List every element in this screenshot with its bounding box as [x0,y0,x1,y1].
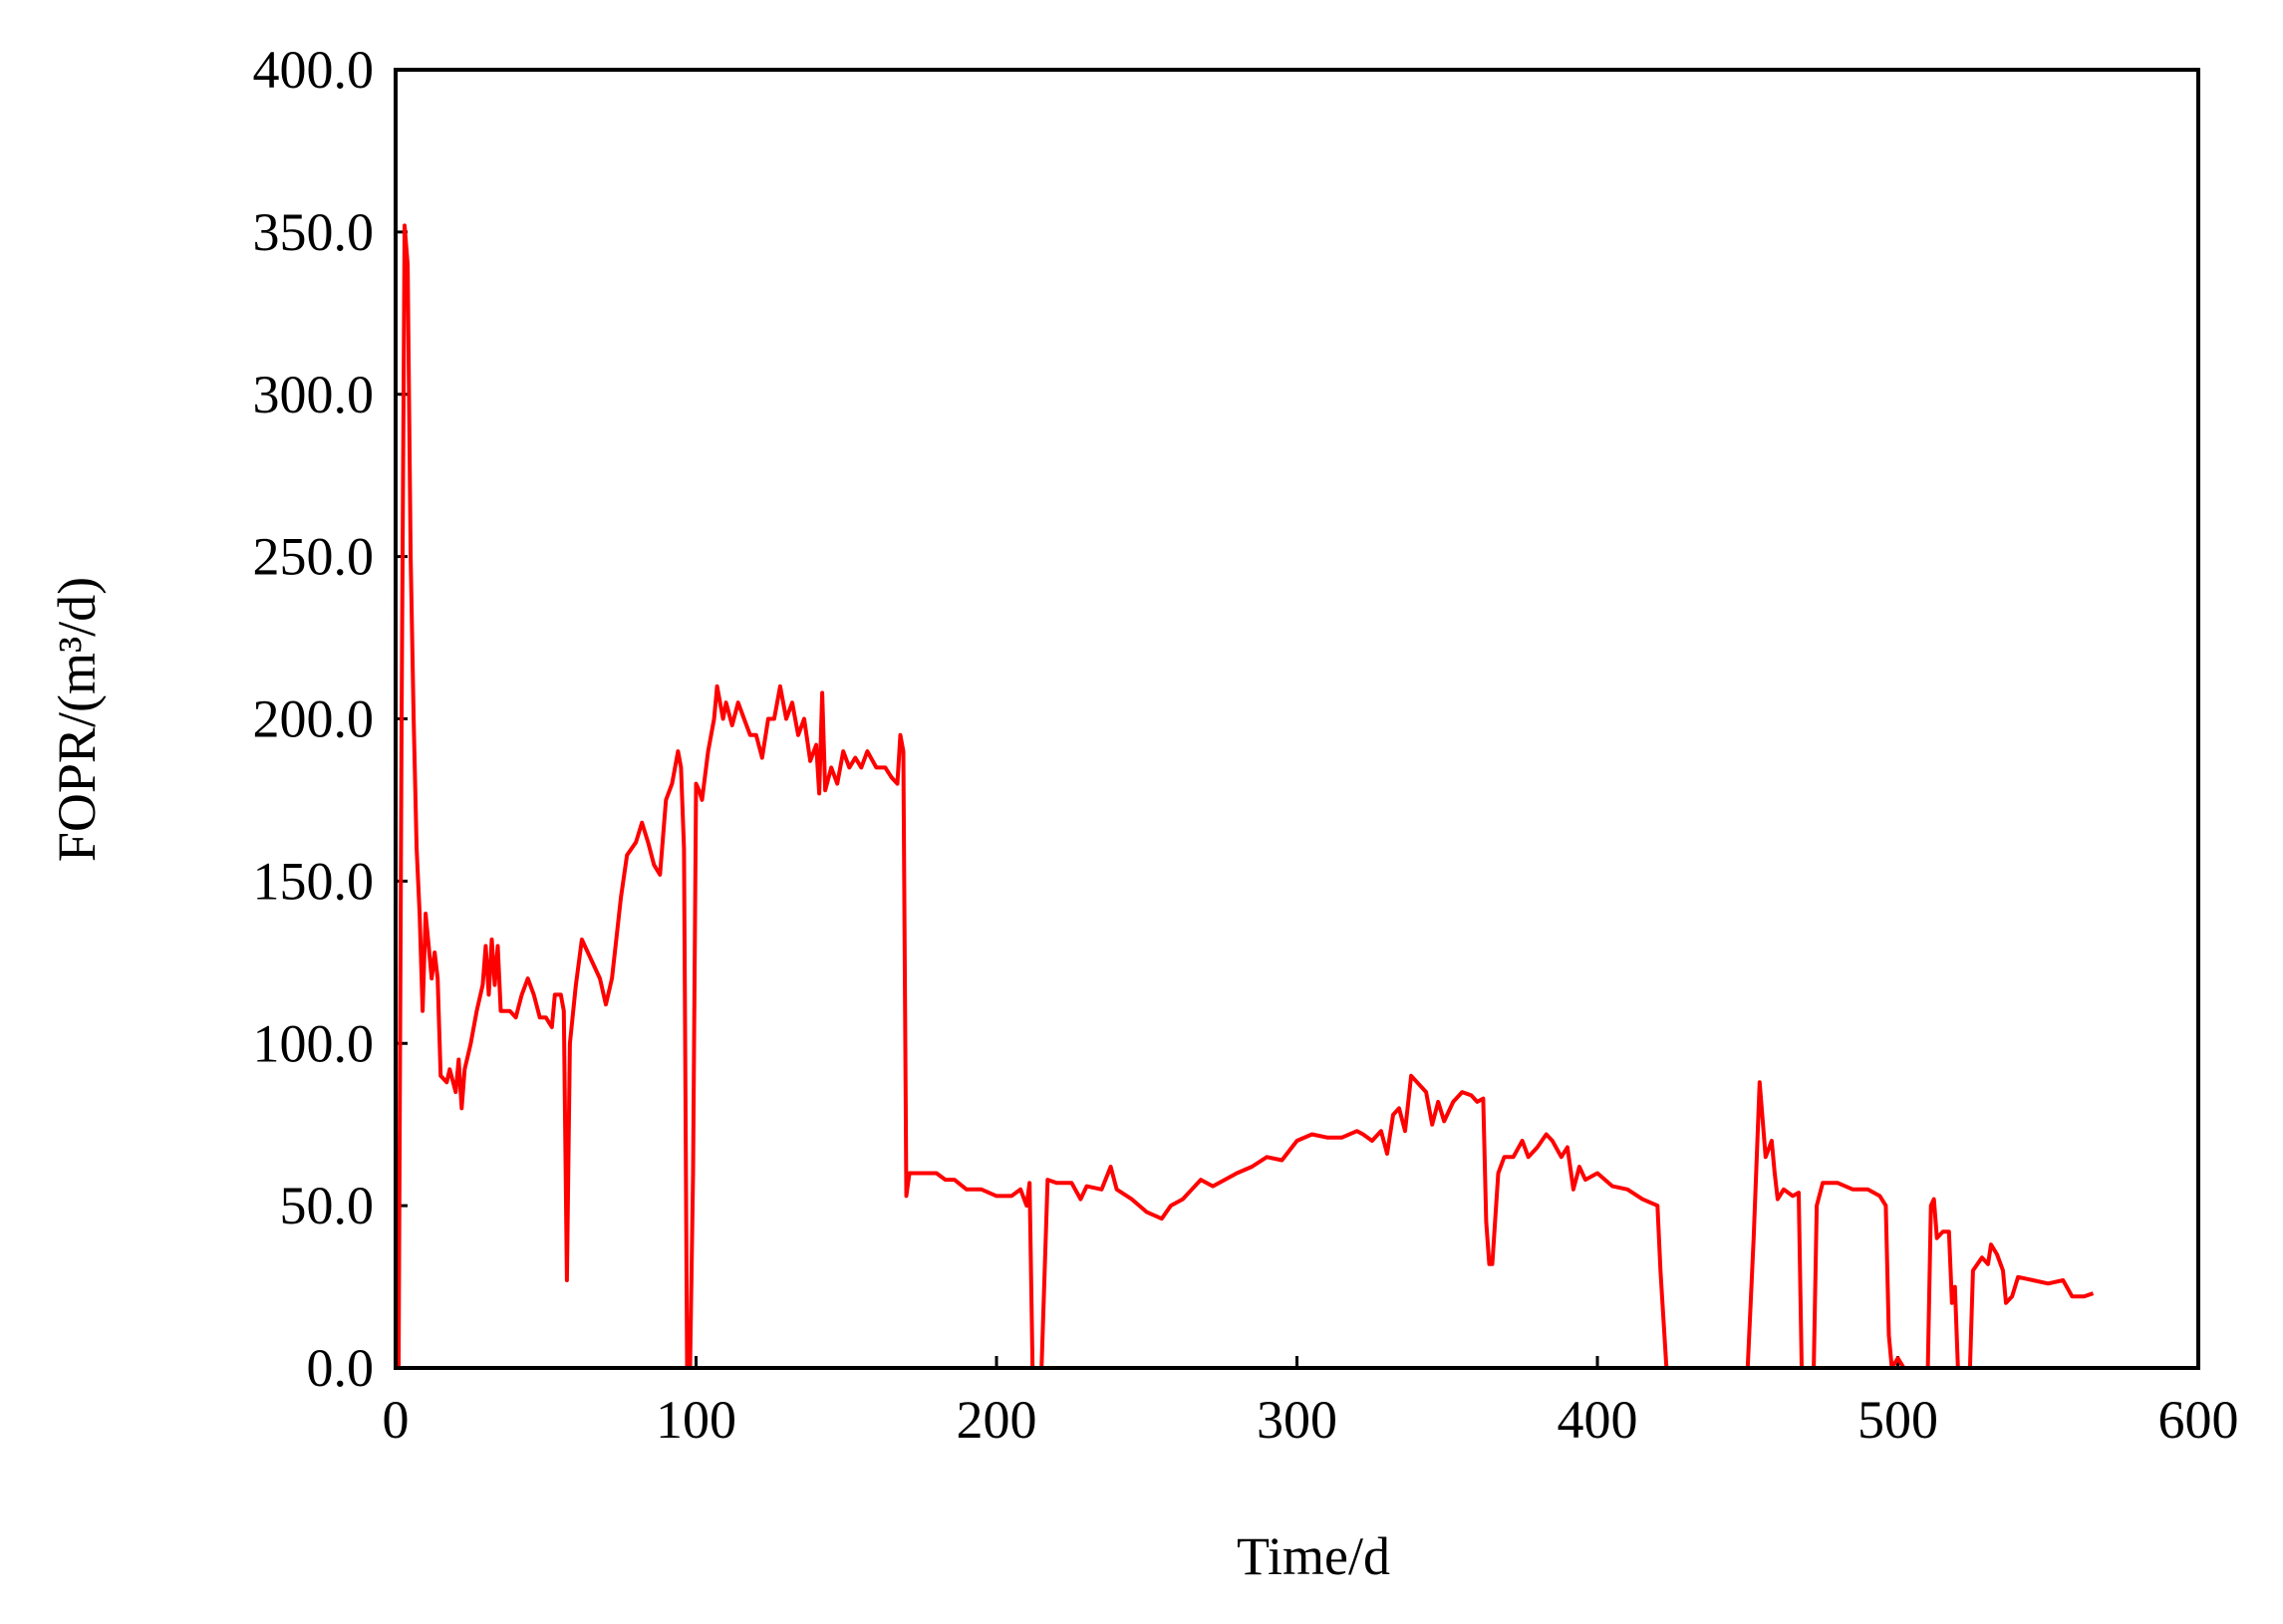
x-tick-label: 500 [1857,1390,1938,1450]
x-tick-label: 300 [1257,1390,1337,1450]
y-tick-label: 300.0 [253,365,375,424]
y-tick-label: 0.0 [307,1338,375,1398]
x-tick-label: 200 [957,1390,1037,1450]
x-tick-label: 600 [2158,1390,2239,1450]
y-tick-label: 250.0 [253,527,375,587]
x-tick-label: 0 [383,1390,410,1450]
plot-frame [394,68,2200,1370]
y-axis-label: FOPR/(m³/d) [47,577,107,862]
x-axis-label: Time/d [1237,1526,1390,1586]
y-tick-label: 350.0 [253,202,375,262]
y-tick-label: 200.0 [253,689,375,749]
data-line [396,223,2095,1370]
y-tick-label: 150.0 [253,851,375,911]
x-tick-label: 100 [656,1390,736,1450]
x-tick-label: 400 [1558,1390,1638,1450]
y-tick-label: 100.0 [253,1013,375,1073]
y-tick-label: 50.0 [280,1176,375,1235]
y-tick-label: 400.0 [253,40,375,100]
